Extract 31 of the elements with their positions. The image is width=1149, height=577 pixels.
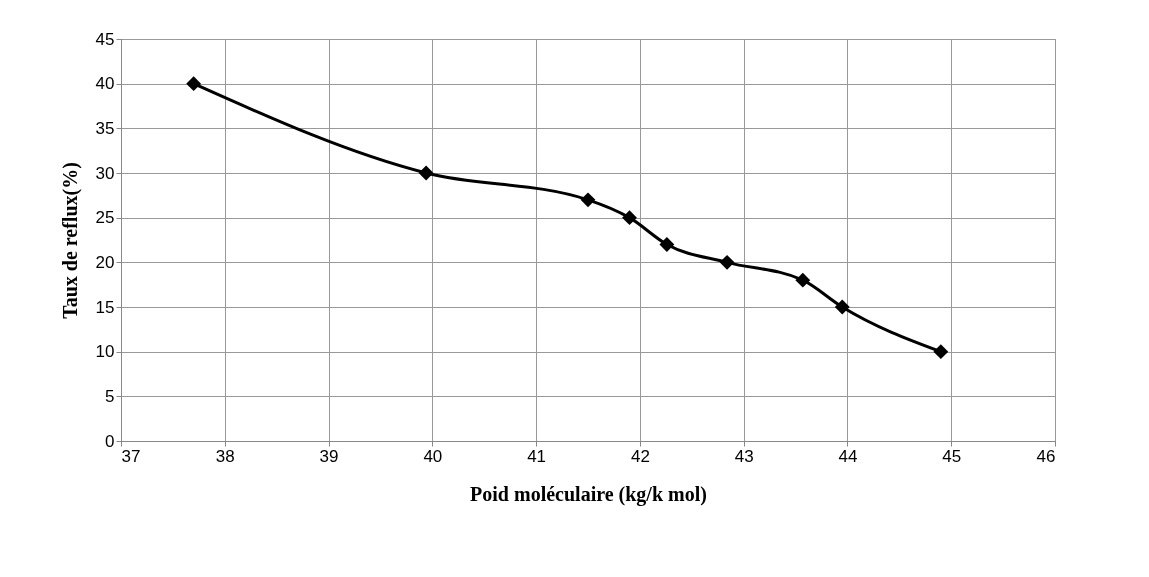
point (622, 210, 637, 226)
y-axis-title: Taux de reflux(%) (58, 162, 82, 319)
x-tick-label: 42 (630, 446, 650, 466)
point (186, 76, 202, 92)
x-tick-label: 45 (942, 446, 962, 466)
y-tick-label: 45 (95, 29, 115, 49)
point (795, 272, 811, 288)
point (580, 192, 596, 208)
y-tick-label: 5 (105, 386, 115, 406)
x-axis-title: Poid moléculaire (kg/k mol) (470, 482, 707, 506)
y-tick-label: 35 (95, 118, 115, 138)
y-tick-label: 10 (95, 342, 115, 362)
y-tick-label: 15 (95, 297, 115, 317)
y-tick-label: 0 (105, 431, 115, 451)
x-tick-label: 37 (121, 446, 141, 466)
point (719, 254, 735, 270)
point (418, 165, 434, 181)
point (834, 299, 850, 315)
y-tick-label: 40 (95, 74, 115, 94)
x-tick-label: 43 (734, 446, 754, 466)
x-tick-label: 38 (215, 446, 235, 466)
point (933, 344, 949, 360)
y-tick-label: 20 (95, 252, 115, 272)
x-tick-label: 39 (319, 446, 339, 466)
y-tick-label: 30 (95, 163, 115, 183)
point (659, 237, 675, 252)
x-tick-label: 44 (838, 446, 858, 466)
y-tick-label: 25 (95, 208, 115, 228)
x-tick-label: 46 (1036, 446, 1056, 466)
x-tick-label: 40 (423, 446, 443, 466)
x-tick-label: 41 (527, 446, 547, 466)
